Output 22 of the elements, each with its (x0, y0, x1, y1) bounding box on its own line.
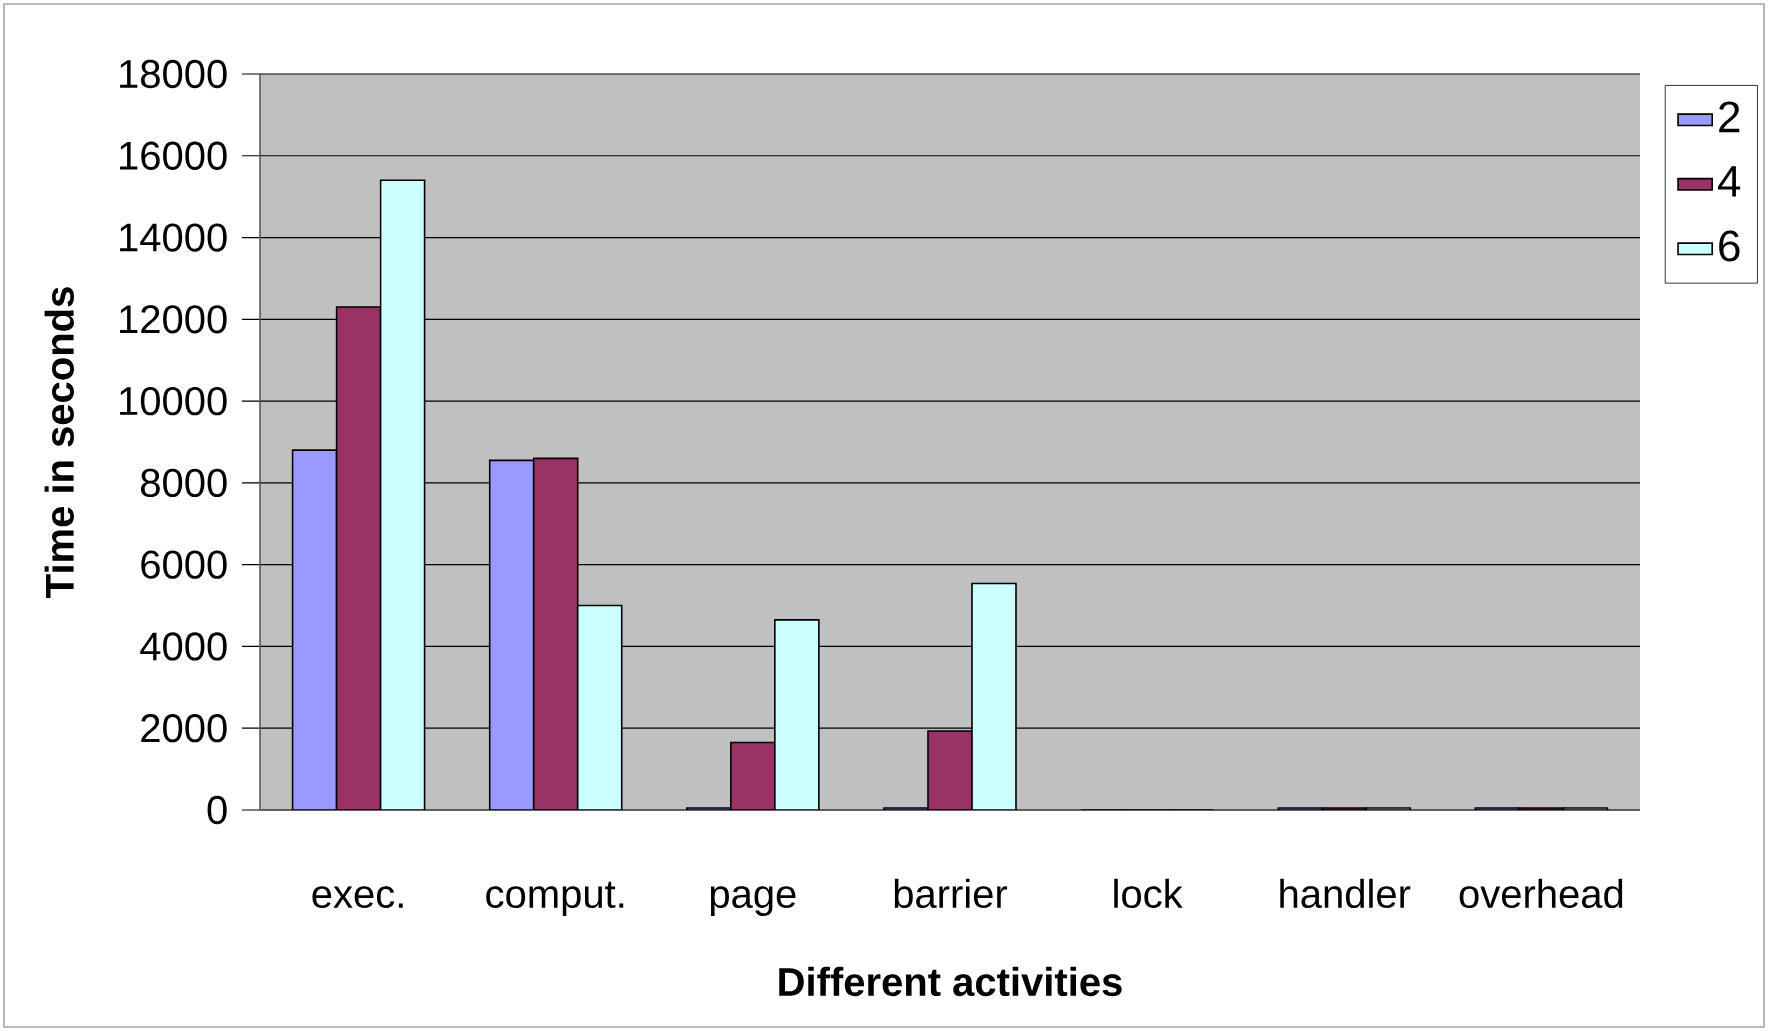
legend-label: 4 (1717, 166, 1741, 197)
legend-label: 2 (1719, 101, 1740, 133)
y-tick-label: 8000 (141, 468, 227, 498)
x-axis-title: Different activities (779, 966, 1122, 997)
y-tick-label: 12000 (120, 305, 227, 334)
y-tick-label: 10000 (120, 386, 227, 416)
y-tick-label: 14000 (120, 223, 227, 252)
x-tick-label: barrier (894, 878, 1008, 909)
x-tick-label: handler (1280, 878, 1411, 909)
x-tick-label: comput. (486, 881, 624, 917)
y-tick-label: 2000 (141, 714, 227, 743)
x-tick-label: overhead (1459, 878, 1623, 909)
y-axis-title: Time in seconds (44, 287, 74, 598)
legend-label: 6 (1719, 230, 1740, 262)
y-tick-label: 4000 (140, 632, 227, 661)
x-tick-label: page (710, 886, 796, 917)
x-tick-label: exec. (312, 886, 403, 909)
y-tick-label: 0 (207, 795, 227, 825)
y-tick-label: 16000 (120, 141, 227, 170)
y-tick-label: 6000 (141, 550, 227, 579)
y-tick-label: 18000 (120, 59, 227, 89)
x-tick-label: lock (1114, 878, 1183, 909)
